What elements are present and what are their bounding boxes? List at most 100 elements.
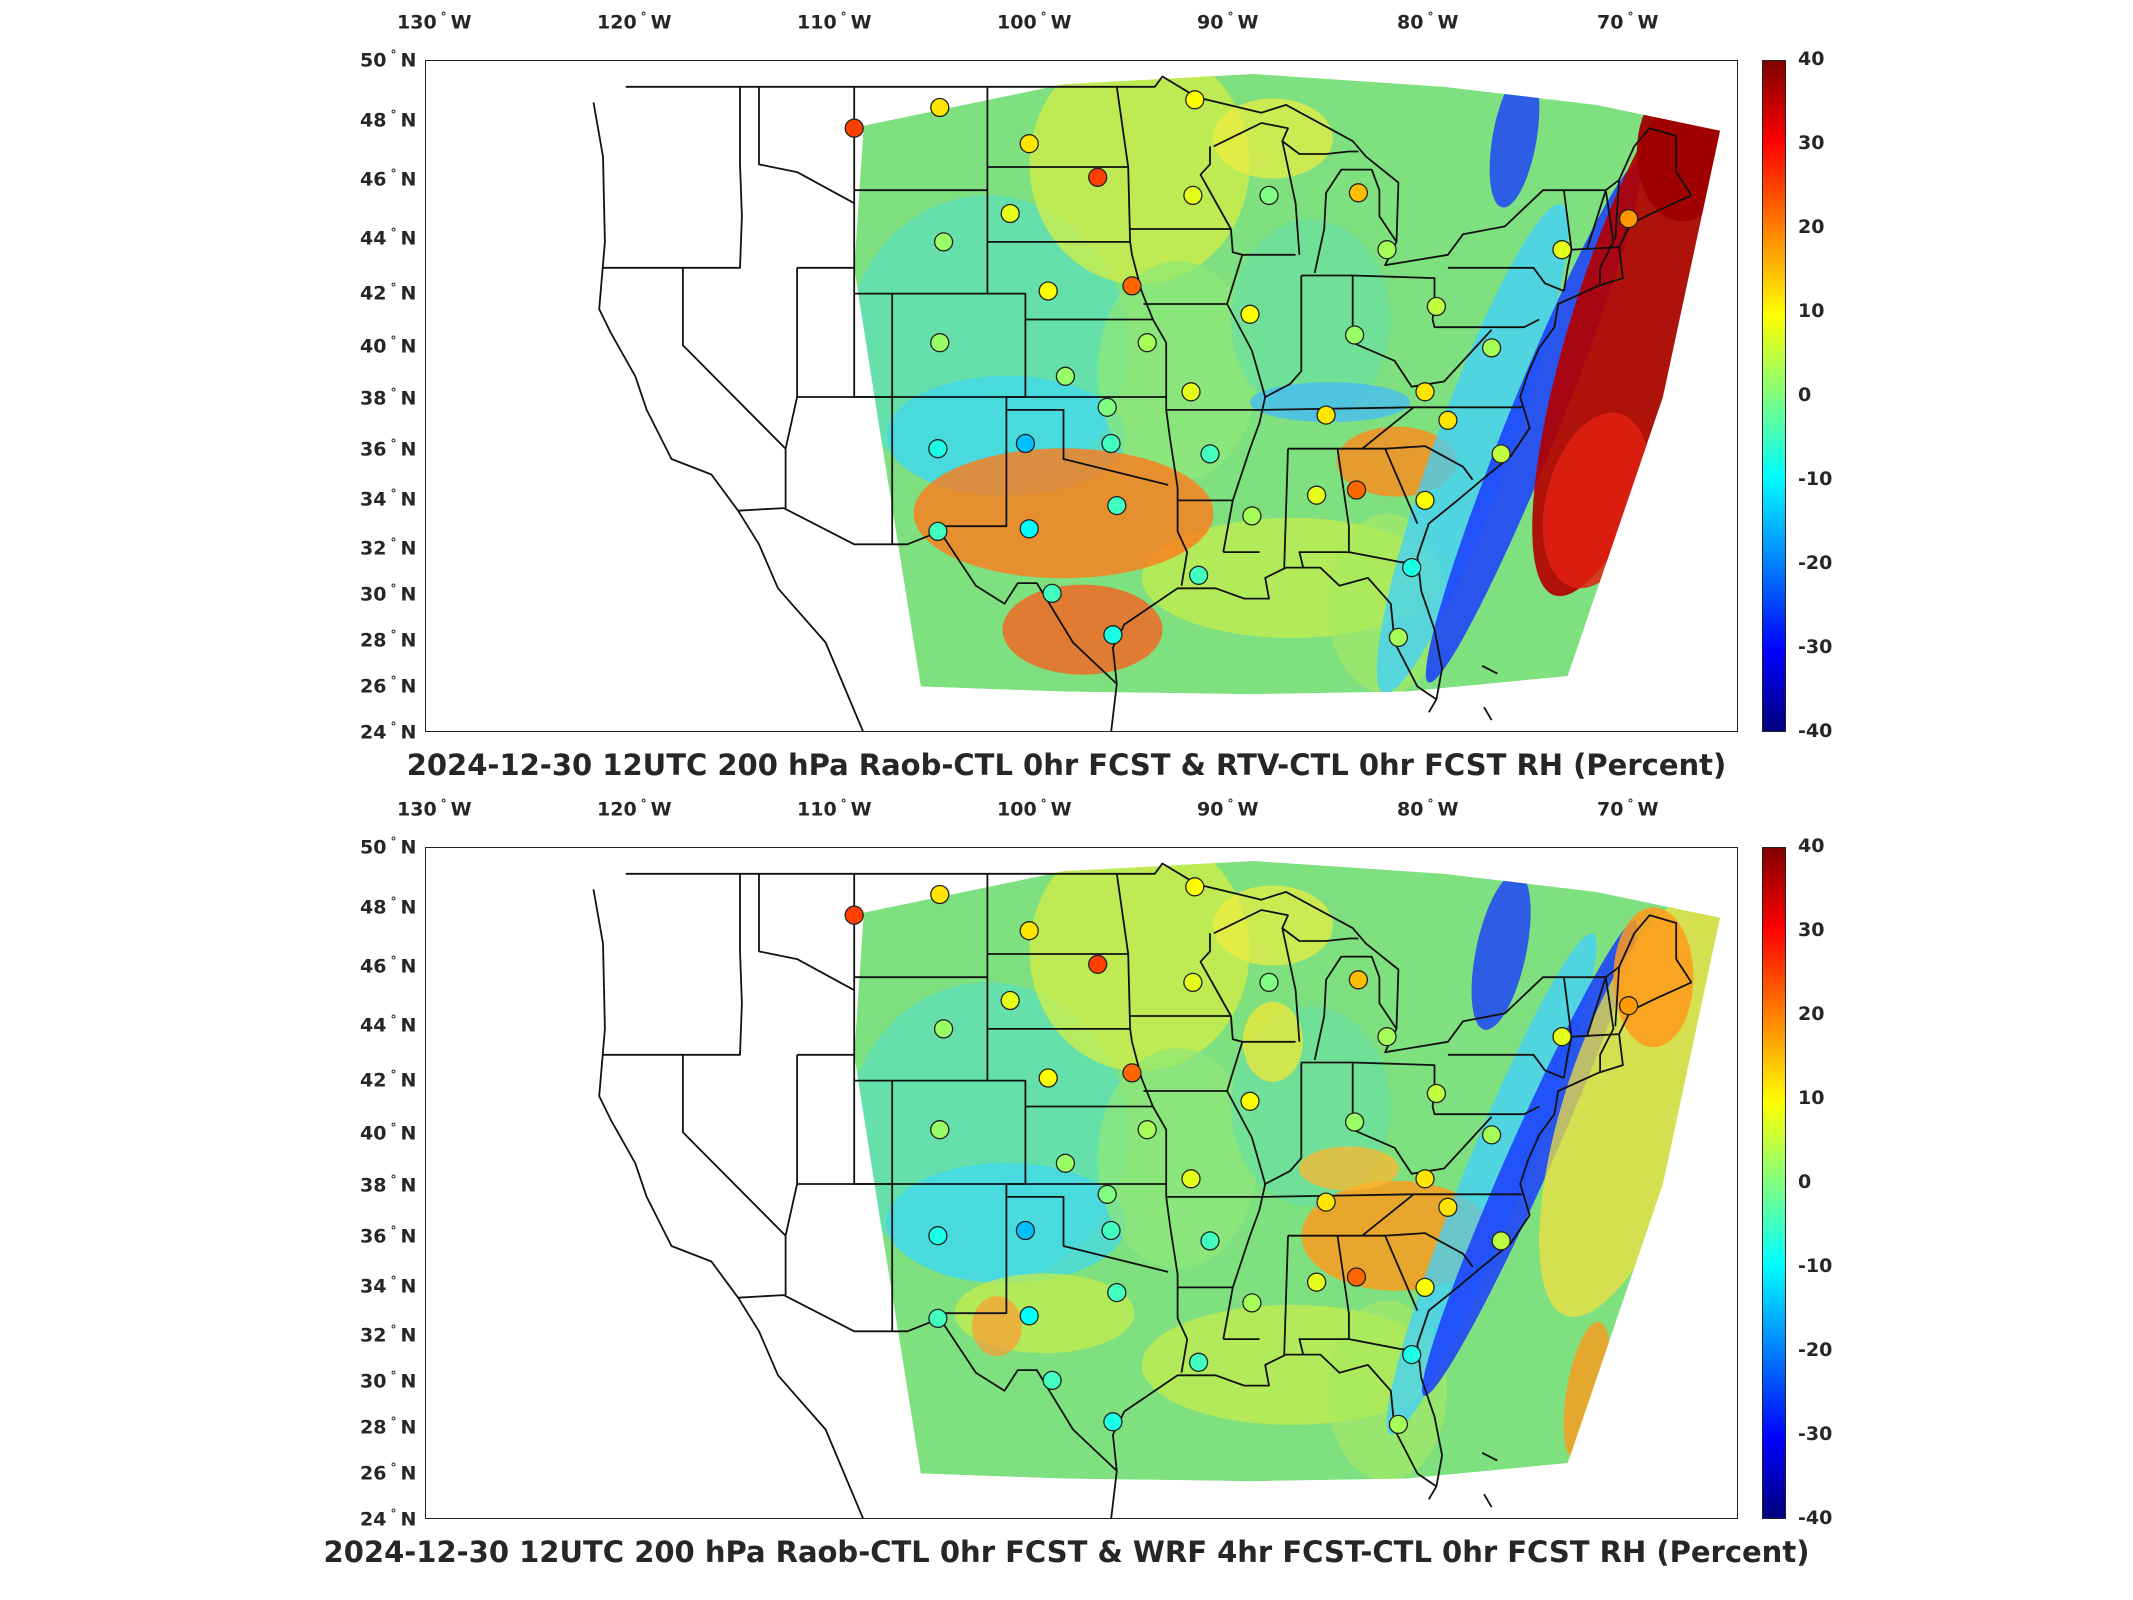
lat-label: 42 ° N [360, 281, 416, 304]
raob-station-marker [1389, 1415, 1407, 1433]
lat-label: 26 ° N [360, 1461, 416, 1484]
rh-area-orange [972, 1296, 1022, 1356]
lon-label: 70 ° W [1597, 10, 1658, 33]
raob-station-marker [1186, 91, 1204, 109]
lon-label: 130 ° W [397, 10, 472, 33]
lon-label: 100 ° W [997, 10, 1072, 33]
raob-station-marker [931, 334, 949, 352]
lon-label: 110 ° W [797, 10, 872, 33]
raob-station-marker [1317, 406, 1335, 424]
panel-title: 2024-12-30 12UTC 200 hPa Raob-CTL 0hr FC… [0, 1535, 2133, 1569]
raob-station-marker [931, 1121, 949, 1139]
raob-station-marker [1349, 184, 1367, 202]
lat-label: 40 ° N [360, 334, 416, 357]
lat-label: 28 ° N [360, 628, 416, 651]
raob-station-marker [1620, 997, 1638, 1015]
boundary-line [683, 268, 786, 508]
boundary-line [786, 268, 798, 449]
raob-station-marker [1439, 411, 1457, 429]
raob-station-marker [929, 522, 947, 540]
colorbar-tick: 40 [1798, 48, 1824, 70]
raob-station-marker [1089, 168, 1107, 186]
raob-station-marker [1483, 339, 1501, 357]
raob-station-marker [1201, 1232, 1219, 1250]
colorbar-tick: -20 [1798, 1339, 1832, 1361]
lat-label: 50 ° N [360, 48, 416, 71]
lat-label: 44 ° N [360, 1013, 416, 1036]
colorbar-tick: -10 [1798, 468, 1832, 490]
raob-station-marker [1138, 1121, 1156, 1139]
raob-station-marker [1001, 992, 1019, 1010]
lat-label: 50 ° N [360, 835, 416, 858]
raob-station-marker [1416, 1170, 1434, 1188]
raob-station-marker [1016, 435, 1034, 453]
raob-station-marker [1260, 186, 1278, 204]
raob-station-marker [1043, 1371, 1061, 1389]
raob-station-marker [1108, 497, 1126, 515]
raob-station-marker [845, 119, 863, 137]
lat-label: 36 ° N [360, 1224, 416, 1247]
raob-station-marker [935, 233, 953, 251]
raob-station-marker [1020, 922, 1038, 940]
lat-label: 36 ° N [360, 437, 416, 460]
raob-station-marker [1089, 955, 1107, 973]
colorbar-tick: -20 [1798, 552, 1832, 574]
raob-station-marker [1123, 1064, 1141, 1082]
raob-station-marker [1416, 491, 1434, 509]
raob-station-marker [1317, 1193, 1335, 1211]
colorbar-tick: -40 [1798, 720, 1832, 742]
raob-station-marker [1020, 520, 1038, 538]
lat-label: 46 ° N [360, 954, 416, 977]
lat-label: 34 ° N [360, 487, 416, 510]
raob-station-marker [1043, 584, 1061, 602]
raob-station-marker [1427, 1085, 1445, 1103]
raob-station-marker [1427, 298, 1445, 316]
raob-station-marker [1378, 241, 1396, 259]
raob-station-marker [1056, 367, 1074, 385]
panel-title: 2024-12-30 12UTC 200 hPa Raob-CTL 0hr FC… [0, 748, 2133, 782]
colorbar [1762, 847, 1786, 1519]
raob-station-marker [1349, 971, 1367, 989]
raob-station-marker [1348, 481, 1366, 499]
lat-label: 44 ° N [360, 226, 416, 249]
raob-station-marker [1308, 486, 1326, 504]
raob-station-marker [1439, 1198, 1457, 1216]
rh-east-anomaly [1613, 907, 1693, 1047]
raob-station-marker [1308, 1273, 1326, 1291]
raob-station-marker [1201, 445, 1219, 463]
raob-station-marker [929, 440, 947, 458]
raob-station-marker [1378, 1028, 1396, 1046]
raob-station-marker [1243, 1294, 1261, 1312]
boundary-line [1484, 707, 1492, 720]
lat-label: 34 ° N [360, 1274, 416, 1297]
lat-label: 32 ° N [360, 536, 416, 559]
map-frame [425, 847, 1738, 1519]
raob-station-marker [1104, 626, 1122, 644]
map-frame [425, 60, 1738, 732]
lon-label: 90 ° W [1197, 797, 1258, 820]
raob-station-marker [1123, 277, 1141, 295]
raob-station-marker [1102, 1222, 1120, 1240]
raob-station-marker [1020, 1307, 1038, 1325]
colorbar-tick: -30 [1798, 636, 1832, 658]
raob-station-marker [1039, 282, 1057, 300]
raob-station-marker [1039, 1069, 1057, 1087]
raob-station-marker [1492, 445, 1510, 463]
raob-station-marker [1620, 210, 1638, 228]
colorbar-tick: 30 [1798, 132, 1824, 154]
lon-label: 120 ° W [597, 797, 672, 820]
raob-station-marker [1403, 559, 1421, 577]
lon-label: 80 ° W [1397, 797, 1458, 820]
raob-station-marker [1184, 186, 1202, 204]
colorbar-tick: 30 [1798, 919, 1824, 941]
raob-station-marker [1108, 1284, 1126, 1302]
colorbar-tick: 20 [1798, 1003, 1824, 1025]
lat-label: 48 ° N [360, 108, 416, 131]
raob-station-marker [1190, 566, 1208, 584]
raob-station-marker [1190, 1353, 1208, 1371]
raob-station-marker [935, 1020, 953, 1038]
raob-station-marker [1186, 878, 1204, 896]
raob-station-marker [1389, 628, 1407, 646]
raob-station-marker [1016, 1222, 1034, 1240]
lat-label: 24 ° N [360, 720, 416, 743]
